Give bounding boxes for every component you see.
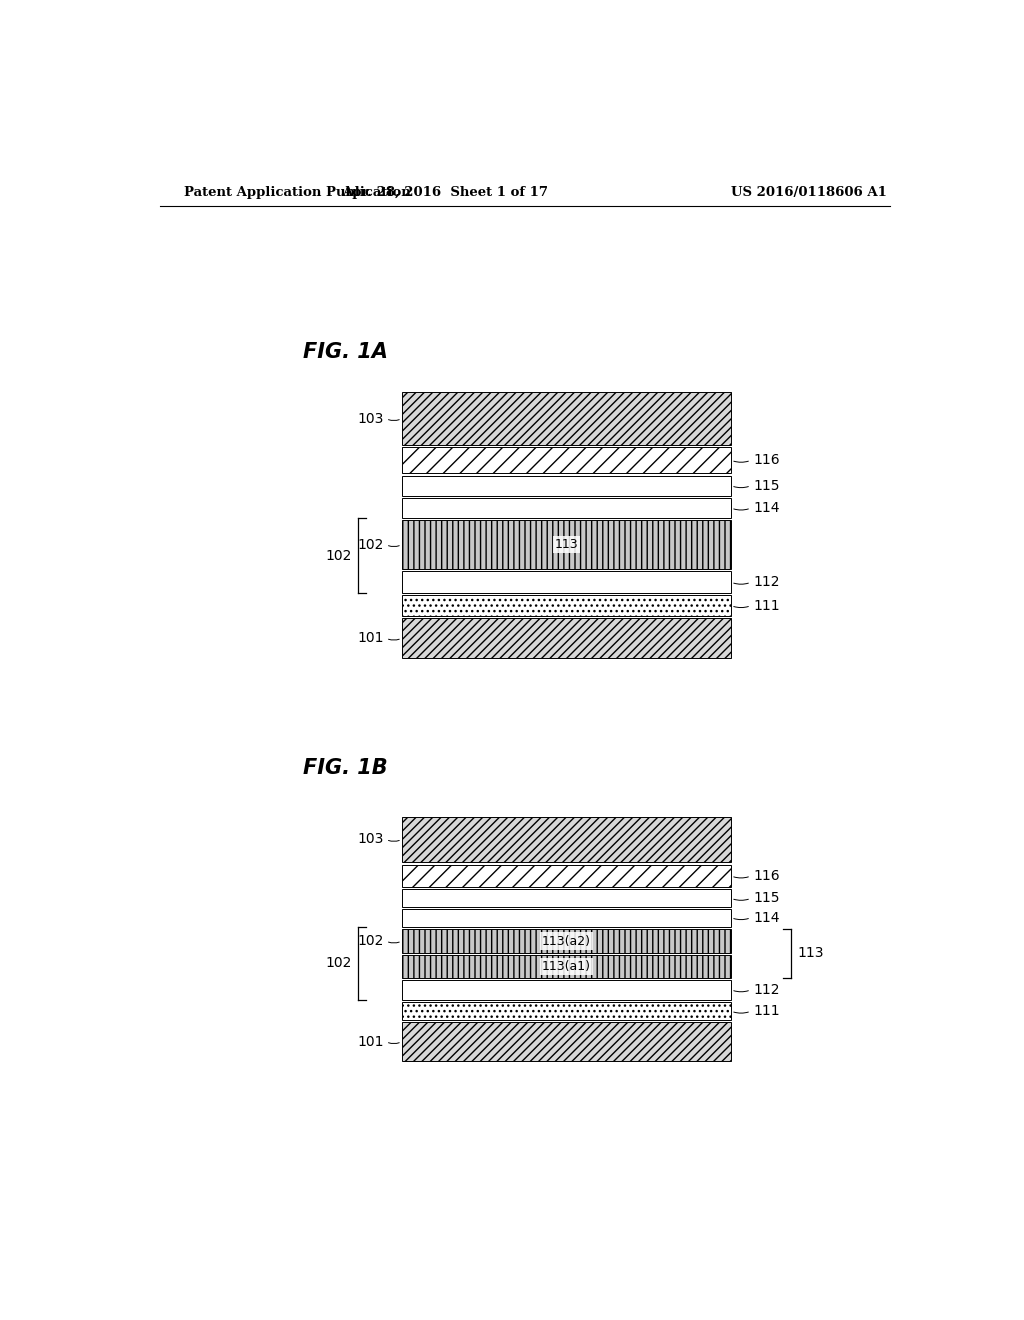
Text: 112: 112 — [754, 576, 780, 589]
Bar — [401, 817, 731, 862]
Bar — [401, 498, 731, 519]
Text: 114: 114 — [754, 502, 780, 515]
Text: US 2016/0118606 A1: US 2016/0118606 A1 — [731, 186, 887, 199]
Bar — [401, 447, 731, 474]
Text: 113: 113 — [797, 946, 823, 960]
Bar — [401, 1002, 731, 1020]
Text: 116: 116 — [754, 869, 780, 883]
Text: 113(a2): 113(a2) — [542, 935, 591, 948]
Text: 114: 114 — [754, 911, 780, 924]
Text: 101: 101 — [357, 631, 384, 645]
Bar — [401, 572, 731, 594]
Text: 102: 102 — [326, 957, 352, 970]
Text: FIG. 1A: FIG. 1A — [303, 342, 387, 362]
Bar — [401, 595, 731, 615]
Text: 112: 112 — [754, 983, 780, 997]
Text: 115: 115 — [754, 891, 780, 906]
Bar — [401, 890, 731, 907]
Text: 102: 102 — [357, 537, 384, 552]
Text: 102: 102 — [357, 935, 384, 948]
Text: FIG. 1B: FIG. 1B — [303, 758, 387, 779]
Bar — [401, 520, 731, 569]
Text: 113: 113 — [555, 539, 579, 552]
Bar — [401, 929, 731, 953]
Text: 103: 103 — [357, 412, 384, 425]
Text: 115: 115 — [754, 479, 780, 492]
Text: 113(a1): 113(a1) — [542, 960, 591, 973]
Text: 111: 111 — [754, 1005, 780, 1018]
Bar — [401, 865, 731, 887]
Bar — [401, 475, 731, 496]
Text: 103: 103 — [357, 833, 384, 846]
Bar — [401, 1022, 731, 1061]
Text: 101: 101 — [357, 1035, 384, 1048]
Text: Patent Application Publication: Patent Application Publication — [183, 186, 411, 199]
Bar — [401, 979, 731, 1001]
Text: 116: 116 — [754, 453, 780, 467]
Bar — [401, 908, 731, 927]
Text: 102: 102 — [326, 549, 352, 562]
Bar — [401, 618, 731, 659]
Text: Apr. 28, 2016  Sheet 1 of 17: Apr. 28, 2016 Sheet 1 of 17 — [342, 186, 549, 199]
Text: 111: 111 — [754, 598, 780, 612]
Bar — [401, 392, 731, 445]
Bar — [401, 956, 731, 978]
